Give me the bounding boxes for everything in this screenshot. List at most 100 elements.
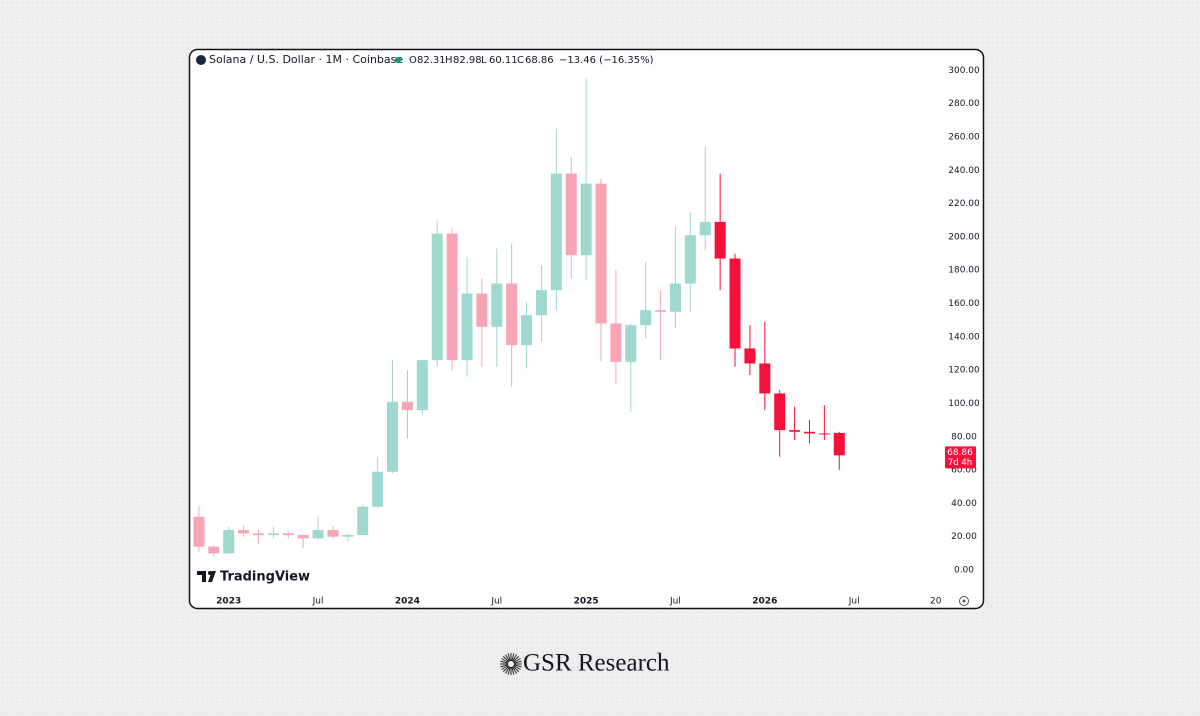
price-tag xyxy=(945,446,976,469)
sun-ray xyxy=(500,660,509,664)
candle-body xyxy=(223,530,235,554)
candle-body xyxy=(372,471,384,507)
y-tick-label: 80.00 xyxy=(951,432,977,442)
candle-body xyxy=(312,530,324,539)
ohlc-value: 60.11 xyxy=(489,55,518,66)
candle-body xyxy=(550,173,562,291)
x-tick-label: 2025 xyxy=(574,597,599,607)
x-tick-label: 2026 xyxy=(752,597,777,607)
y-tick-label: 240.00 xyxy=(948,166,980,176)
sun-ray xyxy=(501,658,509,663)
y-tick-label: 180.00 xyxy=(948,266,980,276)
y-tick-label: 220.00 xyxy=(948,199,980,209)
candle-body xyxy=(669,283,681,312)
y-tick-label: 0.00 xyxy=(954,566,974,576)
y-tick-label: 160.00 xyxy=(948,299,980,309)
ohlc-value: 82.31 xyxy=(417,55,446,66)
x-tick-label: Jul xyxy=(312,597,324,607)
x-tick-label: Jul xyxy=(848,597,860,607)
settings-icon-center[interactable] xyxy=(962,599,966,603)
candle-body xyxy=(521,315,533,346)
sun-ray xyxy=(505,666,510,674)
candle-body xyxy=(506,283,518,346)
candle-body xyxy=(580,183,592,256)
candle-body xyxy=(387,401,399,472)
candle-body xyxy=(684,235,696,284)
candle-body xyxy=(238,530,250,534)
settings-icon[interactable] xyxy=(959,596,969,606)
symbol-logo xyxy=(196,55,206,65)
y-tick-label: 300.00 xyxy=(948,66,980,76)
candle-body xyxy=(342,535,354,537)
candle-body xyxy=(595,183,607,324)
candle-body xyxy=(267,533,279,536)
brand-name: GSR Research xyxy=(523,650,670,677)
candle-body xyxy=(789,430,801,432)
candle-body xyxy=(655,310,667,312)
y-tick-label: 20.00 xyxy=(951,532,977,542)
candle-body xyxy=(774,393,786,431)
brand-logo xyxy=(500,653,522,675)
candle-body xyxy=(729,258,741,349)
x-tick-label: 2024 xyxy=(395,597,420,607)
sun-ray xyxy=(507,666,511,675)
candle-body xyxy=(535,290,547,316)
x-tick-label: 2023 xyxy=(216,597,241,607)
ohlc-letter: O xyxy=(409,55,417,66)
sun-ray xyxy=(513,664,522,668)
price-tag-countdown: 7d 4h xyxy=(948,458,972,468)
candle-body xyxy=(327,530,339,537)
candle-body xyxy=(565,173,577,256)
candle-body xyxy=(401,401,413,411)
sun-ray xyxy=(513,658,521,663)
candle-body xyxy=(253,533,265,536)
candle-body xyxy=(208,546,220,554)
sun-ray xyxy=(512,654,517,662)
candle-body xyxy=(714,221,726,259)
y-tick-label: 280.00 xyxy=(948,99,980,109)
sun-ray xyxy=(511,666,515,675)
sun-ray xyxy=(500,664,509,668)
ohlc-letter: L xyxy=(481,55,487,66)
y-tick-label: 260.00 xyxy=(948,132,980,142)
candle-body xyxy=(431,233,443,361)
candle-body xyxy=(833,432,845,456)
x-tick-label: Jul xyxy=(490,597,502,607)
ohlc-value: 68.86 xyxy=(525,55,554,66)
candle-body xyxy=(699,221,711,236)
ohlc-value: 82.98 xyxy=(453,55,482,66)
ohlc-legend: O 82.31 H 82.98 L 60.11 C 68.86 −13.46 (−16.35%) xyxy=(409,55,654,66)
sun-ray xyxy=(507,653,511,662)
candle-body xyxy=(818,433,830,435)
candle-body xyxy=(416,360,428,411)
candle-body xyxy=(625,325,637,362)
tradingview-logo xyxy=(197,571,216,582)
candle-body xyxy=(491,283,503,327)
candle-body xyxy=(282,533,294,536)
sun-ray xyxy=(512,665,520,673)
sun-ray xyxy=(511,653,515,662)
sun-ray xyxy=(501,665,509,670)
y-tick-label: 60.00 xyxy=(951,466,977,476)
chart-title: Solana / U.S. Dollar · 1M · Coinbase xyxy=(209,53,403,66)
plot xyxy=(193,78,845,557)
ohlc-letter: C xyxy=(517,55,524,66)
x-tick-label: Jul xyxy=(669,597,681,607)
sun-ray xyxy=(513,665,521,670)
sun-ray xyxy=(502,665,510,673)
candle-body xyxy=(193,516,205,547)
candle-body xyxy=(610,323,622,362)
candle-body xyxy=(461,293,473,361)
y-tick-label: 40.00 xyxy=(951,499,977,509)
candle-body xyxy=(446,233,458,361)
watermark: TradingView xyxy=(220,570,310,585)
price-tag-value: 68.86 xyxy=(947,448,973,458)
candle-body xyxy=(297,535,309,539)
y-tick-label: 100.00 xyxy=(948,399,980,409)
y-tick-label: 120.00 xyxy=(948,366,980,376)
sun-ray xyxy=(513,660,522,664)
ohlc-letter: H xyxy=(445,55,453,66)
candle-body xyxy=(640,310,652,326)
